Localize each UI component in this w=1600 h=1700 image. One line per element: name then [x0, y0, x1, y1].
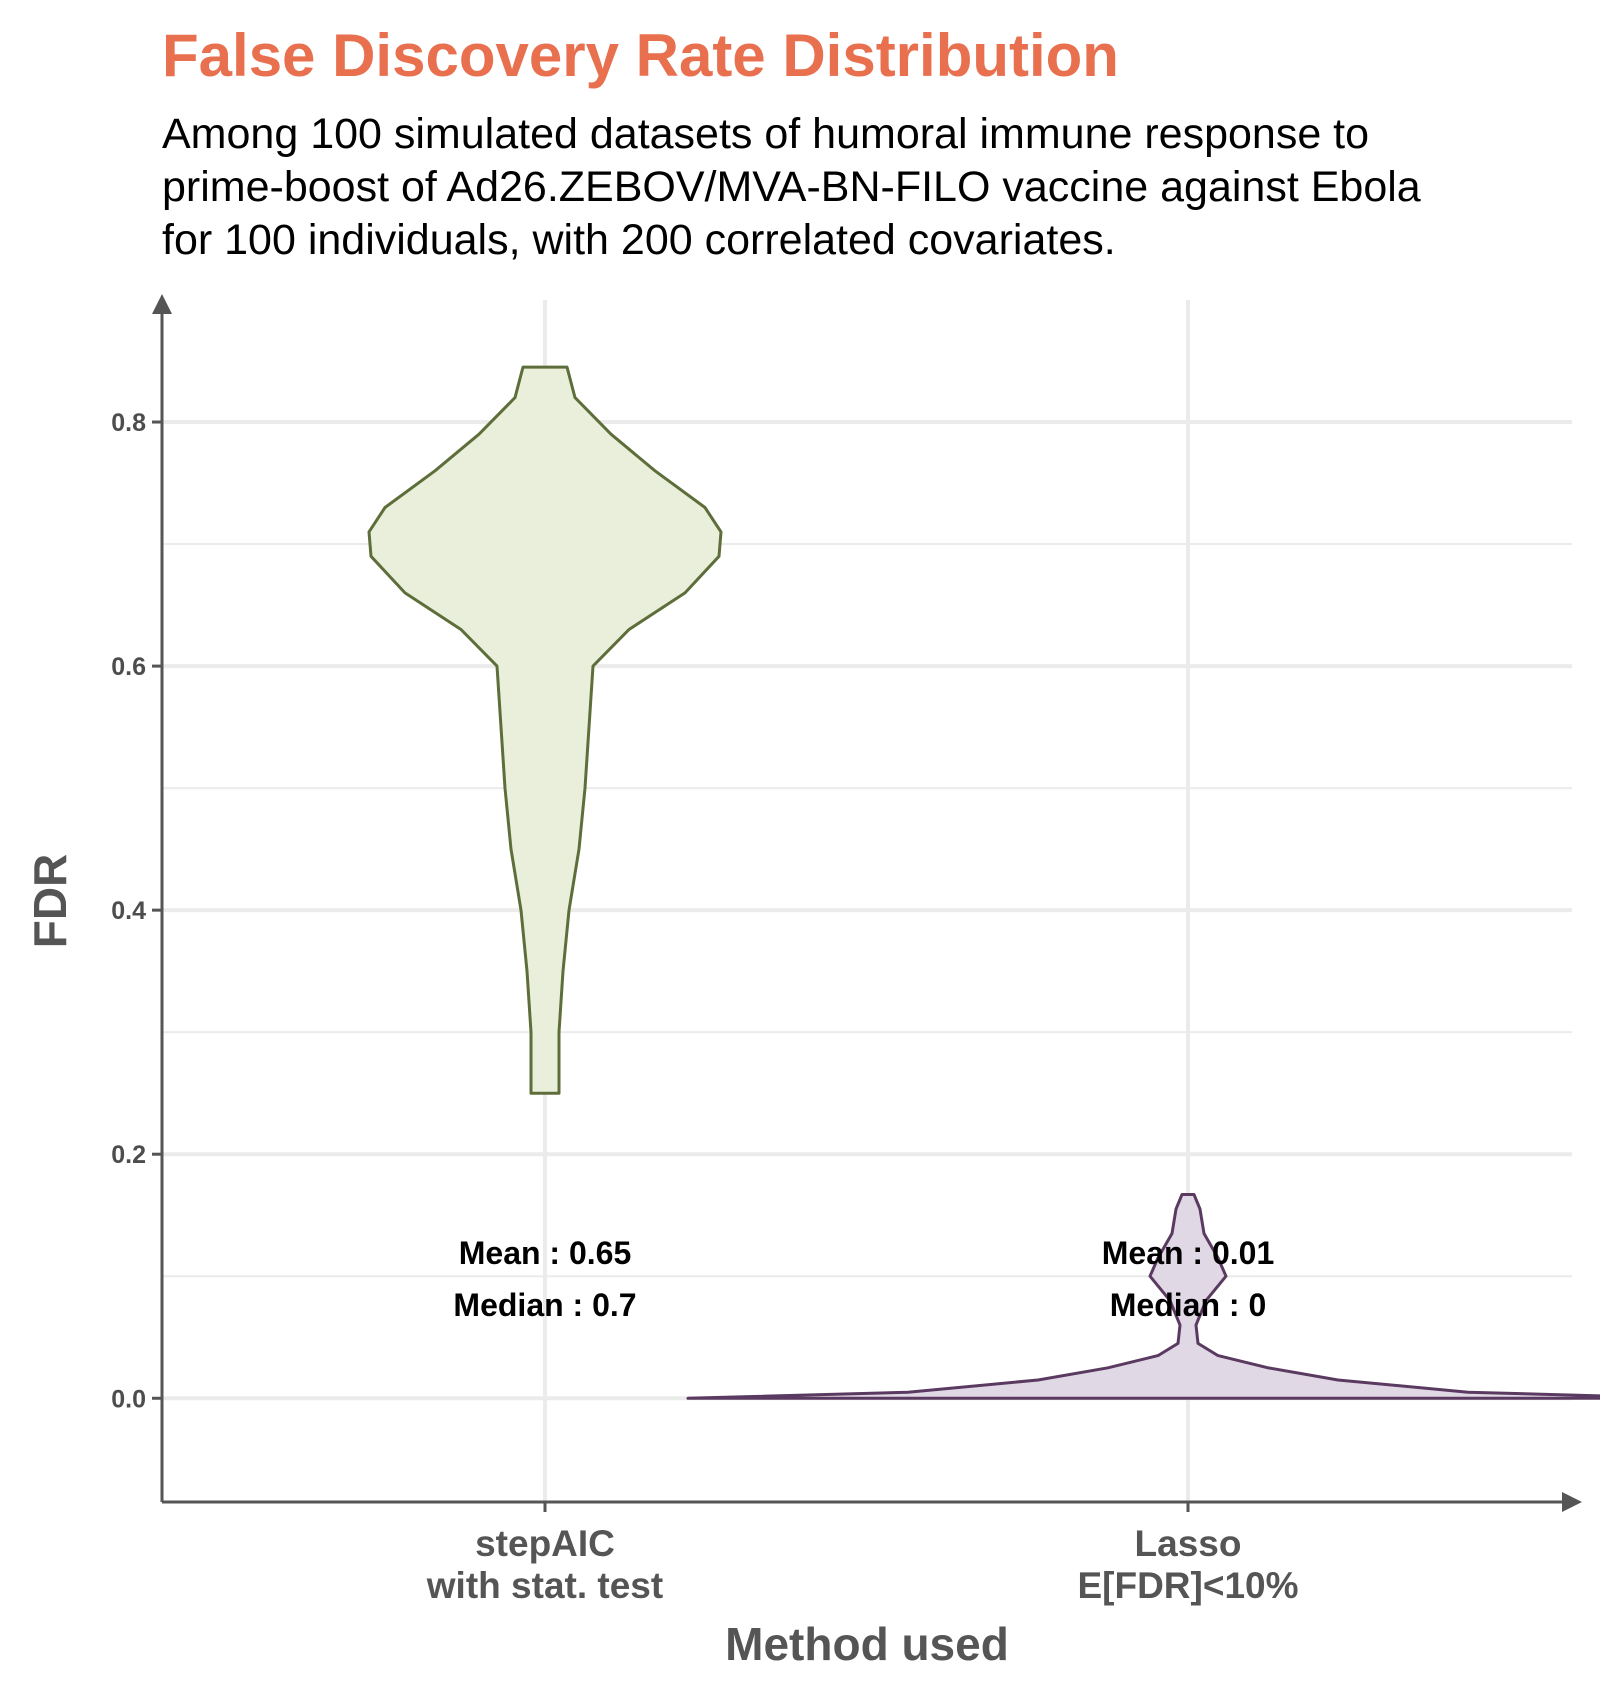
x-category-label: with stat. test — [426, 1565, 663, 1606]
mean-label: Mean : 0.65 — [459, 1235, 632, 1271]
grid-layer — [162, 300, 1572, 1502]
y-axis-title: FDR — [24, 854, 76, 949]
violin-layer — [367, 365, 1600, 1400]
mean-label: Mean : 0.01 — [1102, 1235, 1275, 1271]
axis-layer — [152, 294, 1582, 1512]
x-category-label: Lasso — [1135, 1523, 1242, 1564]
label-layer: 0.0 0.2 0.4 0.6 0.8 Mean : 0.65 Median : 0.7 Me… — [24, 409, 1299, 1670]
chart-subtitle: Among 100 simulated datasets of humoral … — [162, 108, 1600, 267]
chart-title: False Discovery Rate Distribution — [162, 22, 1119, 89]
x-axis-arrow — [1562, 1492, 1582, 1512]
violin-2 — [686, 1193, 1600, 1400]
y-tick-label: 0.4 — [111, 897, 146, 925]
x-axis-title: Method used — [725, 1618, 1009, 1670]
y-tick-label: 0.2 — [111, 1141, 146, 1169]
subtitle-line-3: for 100 individuals, with 200 correlated… — [162, 216, 1116, 264]
subtitle-line-2: prime-boost of Ad26.ZEBOV/MVA-BN-FILO va… — [162, 163, 1421, 211]
subtitle-line-1: Among 100 simulated datasets of humoral … — [162, 110, 1370, 158]
y-tick-label: 0.6 — [111, 653, 146, 681]
y-tick-label: 0.0 — [111, 1385, 146, 1413]
y-tick-label: 0.8 — [111, 409, 146, 437]
x-category-label: stepAIC — [475, 1523, 615, 1564]
median-label: Median : 0 — [1110, 1287, 1266, 1323]
violin-1 — [367, 365, 723, 1095]
y-axis-arrow — [152, 294, 172, 314]
x-category-label: E[FDR]<10% — [1077, 1565, 1298, 1606]
median-label: Median : 0.7 — [453, 1287, 636, 1323]
